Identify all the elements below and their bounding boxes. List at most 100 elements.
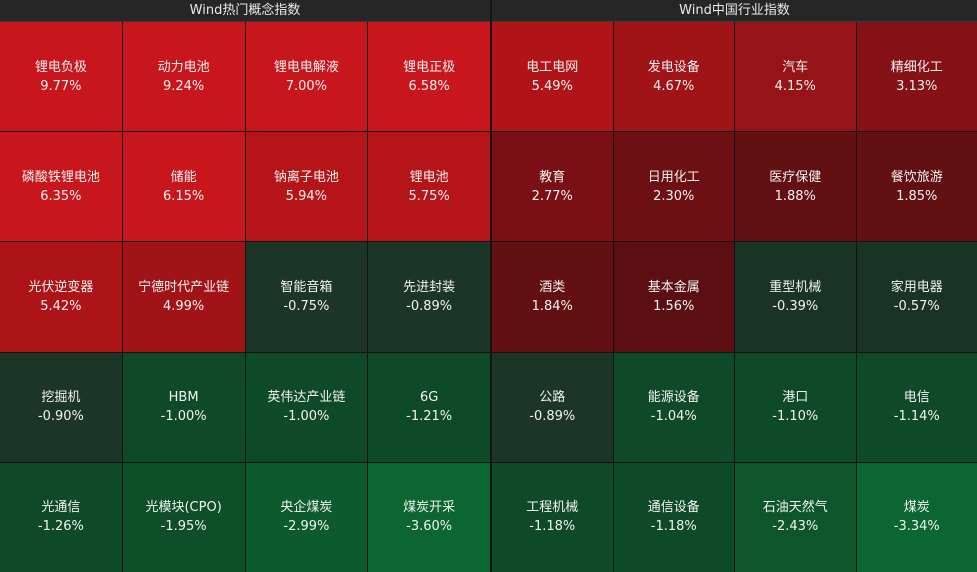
tile-name: 通信设备: [647, 500, 700, 516]
tile-name: 英伟达产业链: [267, 390, 346, 406]
tile-name: 酒类: [539, 279, 566, 295]
tile-name: 锂电电解液: [273, 59, 339, 75]
tile-name: 电工电网: [526, 59, 579, 75]
tile-change-percent: -1.00%: [160, 409, 207, 425]
concept-index-panel: Wind热门概念指数 锂电负极 9.77% 动力电池 9.24% 锂电电解液 7.00% 锂…: [0, 0, 490, 572]
tile-change-percent: 1.85%: [896, 188, 938, 204]
tile-change-percent: -3.34%: [893, 519, 940, 535]
heatmap-tile[interactable]: 先进封装 -0.89%: [368, 242, 490, 352]
tile-change-percent: 3.13%: [896, 78, 938, 94]
tile-name: 央企煤炭: [280, 500, 333, 516]
tile-name: 智能音箱: [280, 279, 333, 295]
tile-change-percent: -1.18%: [529, 519, 576, 535]
tile-name: 重型机械: [769, 279, 822, 295]
heatmap-tile[interactable]: 光模块(CPO) -1.95%: [122, 462, 245, 572]
tile-name: 煤炭开采: [403, 500, 456, 516]
tile-name: 光通信: [41, 500, 81, 516]
tile-change-percent: 4.67%: [653, 78, 695, 94]
tile-name: 石油天然气: [762, 500, 828, 516]
tile-change-percent: -2.99%: [283, 519, 330, 535]
tile-name: 6G: [419, 390, 439, 406]
tile-change-percent: -1.14%: [893, 409, 940, 425]
heatmap-tile[interactable]: 锂电电解液 7.00%: [245, 22, 368, 132]
tile-change-percent: 5.75%: [408, 188, 450, 204]
tile-change-percent: -0.89%: [529, 409, 576, 425]
industry-index-panel: Wind中国行业指数 电工电网 5.49% 发电设备 4.67% 汽车 4.15% 精细化工…: [490, 0, 977, 572]
tile-name: 汽车: [782, 59, 809, 75]
tile-name: 光模块(CPO): [145, 500, 222, 516]
heatmap-tile[interactable]: HBM -1.00%: [122, 352, 245, 462]
tile-name: 发电设备: [647, 59, 700, 75]
tile-change-percent: -1.26%: [37, 519, 84, 535]
heatmap-tile[interactable]: 基本金属 1.56%: [613, 242, 734, 352]
concept-index-title: Wind热门概念指数: [0, 0, 490, 22]
heatmap-tile[interactable]: 光伏逆变器 5.42%: [0, 242, 122, 352]
tile-change-percent: 5.94%: [285, 188, 328, 204]
heatmap-tile[interactable]: 家用电器 -0.57%: [856, 242, 977, 352]
tile-change-percent: -0.89%: [406, 298, 453, 314]
heatmap-tile[interactable]: 能源设备 -1.04%: [613, 352, 734, 462]
tile-change-percent: -1.95%: [160, 519, 207, 535]
tile-change-percent: -0.90%: [37, 409, 84, 425]
heatmap-tile[interactable]: 煤炭 -3.34%: [856, 462, 977, 572]
tile-change-percent: 4.99%: [162, 298, 205, 314]
tile-change-percent: -1.21%: [406, 409, 453, 425]
heatmap-tile[interactable]: 锂电正极 6.58%: [368, 22, 490, 132]
heatmap-tile[interactable]: 教育 2.77%: [492, 132, 613, 242]
heatmap-tile[interactable]: 酒类 1.84%: [492, 242, 613, 352]
industry-index-grid: 电工电网 5.49% 发电设备 4.67% 汽车 4.15% 精细化工 3.13% 教育 2.77…: [492, 22, 977, 572]
heatmap-tile[interactable]: 宁德时代产业链 4.99%: [122, 242, 245, 352]
tile-name: 能源设备: [647, 390, 700, 406]
heatmap-tile[interactable]: 通信设备 -1.18%: [613, 462, 734, 572]
heatmap-tile[interactable]: 工程机械 -1.18%: [492, 462, 613, 572]
heatmap-tile[interactable]: 精细化工 3.13%: [856, 22, 977, 132]
tile-change-percent: 6.15%: [162, 188, 205, 204]
heatmap-tile[interactable]: 挖掘机 -0.90%: [0, 352, 122, 462]
heatmap-tile[interactable]: 日用化工 2.30%: [613, 132, 734, 242]
heatmap-tile[interactable]: 汽车 4.15%: [735, 22, 856, 132]
heatmap-tile[interactable]: 锂电池 5.75%: [368, 132, 490, 242]
heatmap-tile[interactable]: 储能 6.15%: [122, 132, 245, 242]
tile-name: 教育: [539, 169, 566, 185]
heatmap-tile[interactable]: 动力电池 9.24%: [122, 22, 245, 132]
tile-change-percent: 1.88%: [774, 188, 816, 204]
tile-change-percent: 7.00%: [285, 78, 328, 94]
tile-change-percent: -1.00%: [283, 409, 330, 425]
tile-change-percent: -2.43%: [772, 519, 819, 535]
heatmap-tile[interactable]: 煤炭开采 -3.60%: [368, 462, 490, 572]
tile-change-percent: 6.58%: [408, 78, 450, 94]
heatmap-tile[interactable]: 磷酸铁锂电池 6.35%: [0, 132, 122, 242]
heatmap-tile[interactable]: 央企煤炭 -2.99%: [245, 462, 368, 572]
tile-name: 锂电正极: [403, 59, 456, 75]
tile-name: 先进封装: [403, 279, 456, 295]
tile-name: 日用化工: [647, 169, 700, 185]
heatmap-tile[interactable]: 港口 -1.10%: [735, 352, 856, 462]
heatmap-tile[interactable]: 智能音箱 -0.75%: [245, 242, 368, 352]
heatmap-tile[interactable]: 石油天然气 -2.43%: [735, 462, 856, 572]
tile-name: 公路: [539, 390, 566, 406]
tile-name: 宁德时代产业链: [138, 279, 230, 295]
heatmap-tile[interactable]: 光通信 -1.26%: [0, 462, 122, 572]
heatmap-tile[interactable]: 餐饮旅游 1.85%: [856, 132, 977, 242]
heatmap-tile[interactable]: 英伟达产业链 -1.00%: [245, 352, 368, 462]
heatmap-tile[interactable]: 重型机械 -0.39%: [735, 242, 856, 352]
heatmap-tile[interactable]: 锂电负极 9.77%: [0, 22, 122, 132]
heatmap-tile[interactable]: 医疗保健 1.88%: [735, 132, 856, 242]
tile-change-percent: 5.42%: [40, 298, 82, 314]
heatmap-tile[interactable]: 公路 -0.89%: [492, 352, 613, 462]
tile-name: 港口: [782, 390, 809, 406]
heatmap-tile[interactable]: 6G -1.21%: [368, 352, 490, 462]
tile-change-percent: -3.60%: [406, 519, 453, 535]
tile-change-percent: -0.39%: [772, 298, 819, 314]
heatmap-tile[interactable]: 电信 -1.14%: [856, 352, 977, 462]
tile-name: 锂电负极: [34, 59, 87, 75]
heatmap-tile[interactable]: 发电设备 4.67%: [613, 22, 734, 132]
tile-name: 工程机械: [526, 500, 579, 516]
heatmap-tile[interactable]: 钠离子电池 5.94%: [245, 132, 368, 242]
tile-name: 挖掘机: [41, 390, 81, 406]
tile-name: 基本金属: [647, 279, 700, 295]
tile-name: 光伏逆变器: [28, 279, 94, 295]
tile-change-percent: 4.15%: [774, 78, 816, 94]
heatmap-tile[interactable]: 电工电网 5.49%: [492, 22, 613, 132]
tile-change-percent: 9.24%: [162, 78, 205, 94]
